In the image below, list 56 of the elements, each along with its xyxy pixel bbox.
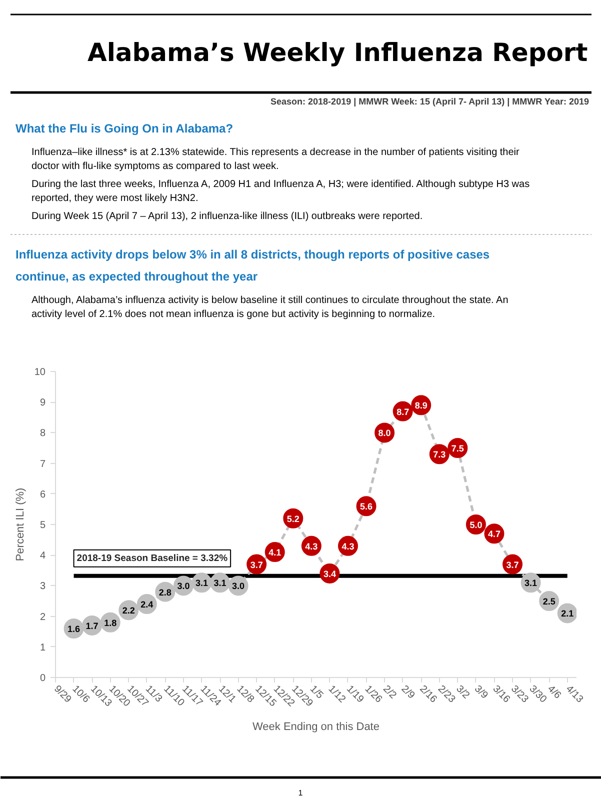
data-label: 3.0 (177, 581, 190, 592)
text: 1 (298, 788, 304, 798)
data-label: 1.6 (68, 624, 80, 634)
data-label: 2.4 (140, 600, 154, 610)
y-axis-title: Percent ILI (%) (14, 488, 26, 562)
data-label: 8.9 (414, 400, 428, 411)
data-label: 7.5 (451, 444, 464, 454)
y-tick-label: 0 (40, 673, 46, 684)
x-tick-label: 4/13 (563, 684, 586, 706)
data-label: 8.7 (396, 406, 410, 417)
data-label: 3.1 (214, 578, 226, 588)
data-label: 3.0 (232, 581, 245, 592)
text: During the last three weeks, Influenza A, 2009 H1 and Influenza A, H3; were identified. Although subtype H3 was reported, they were most likely H3N2. (32, 179, 530, 204)
y-tick-label: 3 (40, 581, 46, 592)
y-tick-label: 5 (40, 520, 46, 531)
data-label: 2.1 (561, 608, 574, 619)
y-tick-label: 6 (40, 489, 46, 500)
data-label: 2.5 (542, 596, 556, 606)
data-label: 2.2 (122, 606, 135, 616)
data-label: 5.6 (360, 502, 373, 512)
x-tick-label: 4/6 (545, 684, 564, 702)
data-label: 4.3 (342, 541, 354, 552)
data-label: 3.7 (506, 560, 519, 570)
chart-subtitle: Season: 2018-2019 | MMWR Week: 15 (April 7- April 13) | MMWR Year: 2019 (270, 96, 590, 106)
data-label: 3.1 (195, 578, 208, 588)
text: Influenza–like illness* is at 2.13% statewide. This represents a decrease in the number of patients visiting their doctor with flu-like symptoms as compared to last week. (32, 147, 520, 172)
y-tick-label: 10 (34, 367, 46, 378)
data-label: 4.3 (305, 541, 318, 552)
text: Although, Alabama’s influenza activity is below baseline it still continues to circulate throughout the state. An activity level of 2.1% does not mean influenza is gone but activity is beginning to normalize. (32, 295, 508, 320)
data-label: 5.2 (286, 514, 300, 524)
data-label: 4.1 (268, 548, 282, 558)
y-tick-label: 2 (40, 612, 46, 623)
y-tick-label: 4 (40, 550, 46, 562)
x-tick-label: 3/9 (472, 684, 490, 702)
x-axis-title: Week Ending on this Date (252, 720, 380, 733)
data-label: 2.8 (158, 587, 172, 598)
y-tick-label: 1 (40, 642, 46, 654)
data-label: 8.0 (378, 428, 391, 438)
y-tick-label: 8 (40, 428, 46, 440)
data-label: 7.3 (433, 450, 446, 460)
ref-line-label: 2018-19 Season Baseline = 3.32% (76, 552, 228, 564)
data-label: 1.8 (104, 618, 117, 628)
y-tick-label: 7 (40, 458, 46, 470)
x-tick-label: 2/9 (398, 684, 417, 702)
text: Influenza activity drops below 3% in all 8 districts, though reports of positive cases continue, as expected throughout the year (16, 248, 490, 284)
data-label: 3.1 (524, 578, 538, 588)
chart-title: Alabama’s Weekly Influenza Report (88, 38, 588, 67)
data-label: 3.4 (323, 568, 336, 579)
data-label: 1.7 (86, 620, 98, 631)
data-label: 3.7 (250, 560, 263, 570)
text: During Week 15 (April 7 – April 13), 2 influenza-like illness (ILI) outbreaks were reported. (32, 211, 423, 222)
data-label: 4.7 (488, 529, 500, 540)
text: What the Flu is Going On in Alabama? (16, 122, 234, 136)
x-tick-label: 12/8 (234, 684, 256, 706)
data-label: 5.0 (470, 520, 482, 530)
y-tick-label: 9 (40, 398, 46, 409)
